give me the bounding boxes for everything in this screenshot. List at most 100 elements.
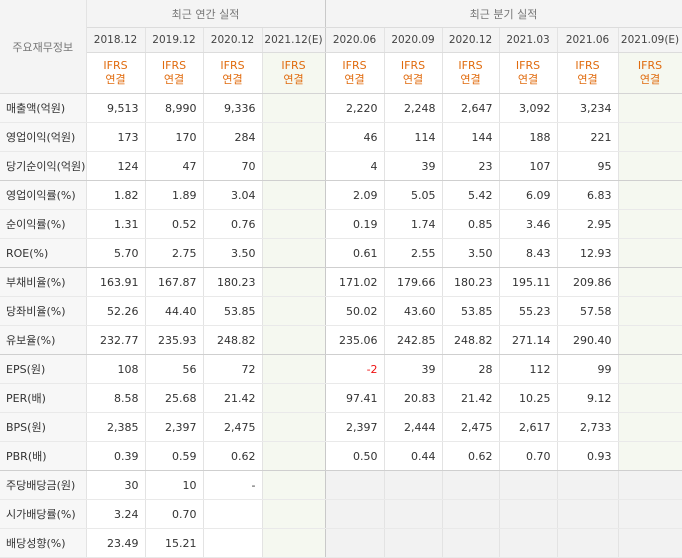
- annual-value-cell: 70: [203, 151, 263, 181]
- annual-value-cell: 1.82: [86, 180, 146, 210]
- quarter-value-cell: 23: [442, 151, 500, 181]
- table-row: 당기순이익(억원) 124 47 70 4 39 23 107 95: [0, 151, 682, 181]
- annual-value-cell: 9,513: [86, 93, 146, 123]
- annual-value-cell: 53.85: [203, 296, 263, 326]
- annual-value-cell: [262, 238, 326, 268]
- quarter-value-cell: [384, 499, 443, 529]
- annual-value-cell: [262, 470, 326, 500]
- quarter-value-cell: [618, 209, 682, 239]
- quarter-value-cell: 2,617: [499, 412, 558, 442]
- quarter-value-cell: 53.85: [442, 296, 500, 326]
- row-label: 배당성향(%): [0, 528, 87, 558]
- annual-value-cell: 0.59: [145, 441, 204, 471]
- table-row: 시가배당률(%) 3.24 0.70: [0, 499, 682, 529]
- table-row: 배당성향(%) 23.49 15.21: [0, 528, 682, 558]
- table-row: 영업이익(억원) 173 170 284 46 114 144 188 221: [0, 122, 682, 152]
- annual-value-cell: [262, 441, 326, 471]
- annual-value-cell: [262, 151, 326, 181]
- table-row: 주당배당금(원) 30 10-: [0, 470, 682, 500]
- quarter-value-cell: 2,647: [442, 93, 500, 123]
- annual-value-cell: 3.04: [203, 180, 263, 210]
- table-row: BPS(원) 2,385 2,397 2,475 2,397 2,444 2,475 2,61…: [0, 412, 682, 442]
- quarter-value-cell: 2,444: [384, 412, 443, 442]
- annual-value-cell: [203, 499, 263, 529]
- period-header: 2018.12: [86, 27, 146, 53]
- row-label: 영업이익률(%): [0, 180, 87, 210]
- quarter-value-cell: 5.05: [384, 180, 443, 210]
- table-row: PER(배) 8.58 25.68 21.42 97.41 20.83 21.42 10.25…: [0, 383, 682, 413]
- quarter-value-cell: [557, 470, 619, 500]
- quarter-value-cell: 97.41: [325, 383, 385, 413]
- annual-value-cell: 173: [86, 122, 146, 152]
- annual-value-cell: 2,475: [203, 412, 263, 442]
- quarter-value-cell: 39: [384, 151, 443, 181]
- quarter-value-cell: 28: [442, 354, 500, 384]
- quarter-value-cell: 2.09: [325, 180, 385, 210]
- annual-results-title: 최근 연간 실적: [86, 0, 326, 28]
- table-row: 유보율(%) 232.77 235.93 248.82 235.06 242.85 248.…: [0, 325, 682, 355]
- period-header: 2021.03: [499, 27, 558, 53]
- row-label: PBR(배): [0, 441, 87, 471]
- quarter-value-cell: 0.50: [325, 441, 385, 471]
- annual-value-cell: [262, 267, 326, 297]
- quarter-value-cell: 95: [557, 151, 619, 181]
- quarter-value-cell: 2,397: [325, 412, 385, 442]
- annual-value-cell: 0.76: [203, 209, 263, 239]
- quarter-value-cell: 0.61: [325, 238, 385, 268]
- quarter-value-cell: 112: [499, 354, 558, 384]
- quarter-value-cell: [325, 499, 385, 529]
- annual-value-cell: 21.42: [203, 383, 263, 413]
- ifrs-consolidated-label: IFRS 연결: [325, 52, 385, 94]
- quarter-value-cell: 20.83: [384, 383, 443, 413]
- quarter-value-cell: [499, 499, 558, 529]
- quarter-value-cell: 195.11: [499, 267, 558, 297]
- ifrs-row: IFRS 연결 IFRS 연결 IFRS 연결 IFRS 연결 IFRS 연결 IFRS 연결 IFRS…: [0, 52, 682, 94]
- annual-value-cell: [262, 354, 326, 384]
- quarter-value-cell: 0.85: [442, 209, 500, 239]
- row-label: PER(배): [0, 383, 87, 413]
- quarter-value-cell: 46: [325, 122, 385, 152]
- period-header: 2020.06: [325, 27, 385, 53]
- quarter-value-cell: 39: [384, 354, 443, 384]
- ifrs-consolidated-label: IFRS 연결: [86, 52, 146, 94]
- period-header: 2020.12: [442, 27, 500, 53]
- quarter-value-cell: 8.43: [499, 238, 558, 268]
- quarter-value-cell: [618, 499, 682, 529]
- quarter-value-cell: [499, 470, 558, 500]
- quarter-value-cell: 290.40: [557, 325, 619, 355]
- ifrs-consolidated-label: IFRS 연결: [203, 52, 263, 94]
- quarter-value-cell: [618, 238, 682, 268]
- quarter-value-cell: 2,220: [325, 93, 385, 123]
- table-row: PBR(배) 0.39 0.59 0.62 0.50 0.44 0.62 0.70 0.93: [0, 441, 682, 471]
- quarter-value-cell: 2.55: [384, 238, 443, 268]
- quarter-value-cell: 171.02: [325, 267, 385, 297]
- period-header: 2020.09: [384, 27, 443, 53]
- quarter-value-cell: 0.93: [557, 441, 619, 471]
- quarter-value-cell: 3.46: [499, 209, 558, 239]
- annual-value-cell: 284: [203, 122, 263, 152]
- annual-value-cell: 1.89: [145, 180, 204, 210]
- quarter-value-cell: [442, 528, 500, 558]
- annual-value-cell: 15.21: [145, 528, 204, 558]
- quarter-value-cell: 2,475: [442, 412, 500, 442]
- annual-value-cell: 0.70: [145, 499, 204, 529]
- table-row: 순이익률(%) 1.31 0.52 0.76 0.19 1.74 0.85 3.46 2.95: [0, 209, 682, 239]
- annual-value-cell: 0.39: [86, 441, 146, 471]
- quarter-value-cell: 0.19: [325, 209, 385, 239]
- row-label: 시가배당률(%): [0, 499, 87, 529]
- quarter-value-cell: [557, 528, 619, 558]
- quarter-results-title: 최근 분기 실적: [325, 0, 682, 28]
- quarter-value-cell: 179.66: [384, 267, 443, 297]
- annual-value-cell: [262, 209, 326, 239]
- quarter-value-cell: 5.42: [442, 180, 500, 210]
- annual-value-cell: 30: [86, 470, 146, 500]
- annual-value-cell: 9,336: [203, 93, 263, 123]
- quarter-value-cell: [325, 470, 385, 500]
- quarter-value-cell: 6.83: [557, 180, 619, 210]
- annual-value-cell: [262, 296, 326, 326]
- quarter-value-cell: 9.12: [557, 383, 619, 413]
- annual-value-cell: 2.75: [145, 238, 204, 268]
- row-label: 당좌비율(%): [0, 296, 87, 326]
- annual-value-cell: 232.77: [86, 325, 146, 355]
- annual-value-cell: 2,397: [145, 412, 204, 442]
